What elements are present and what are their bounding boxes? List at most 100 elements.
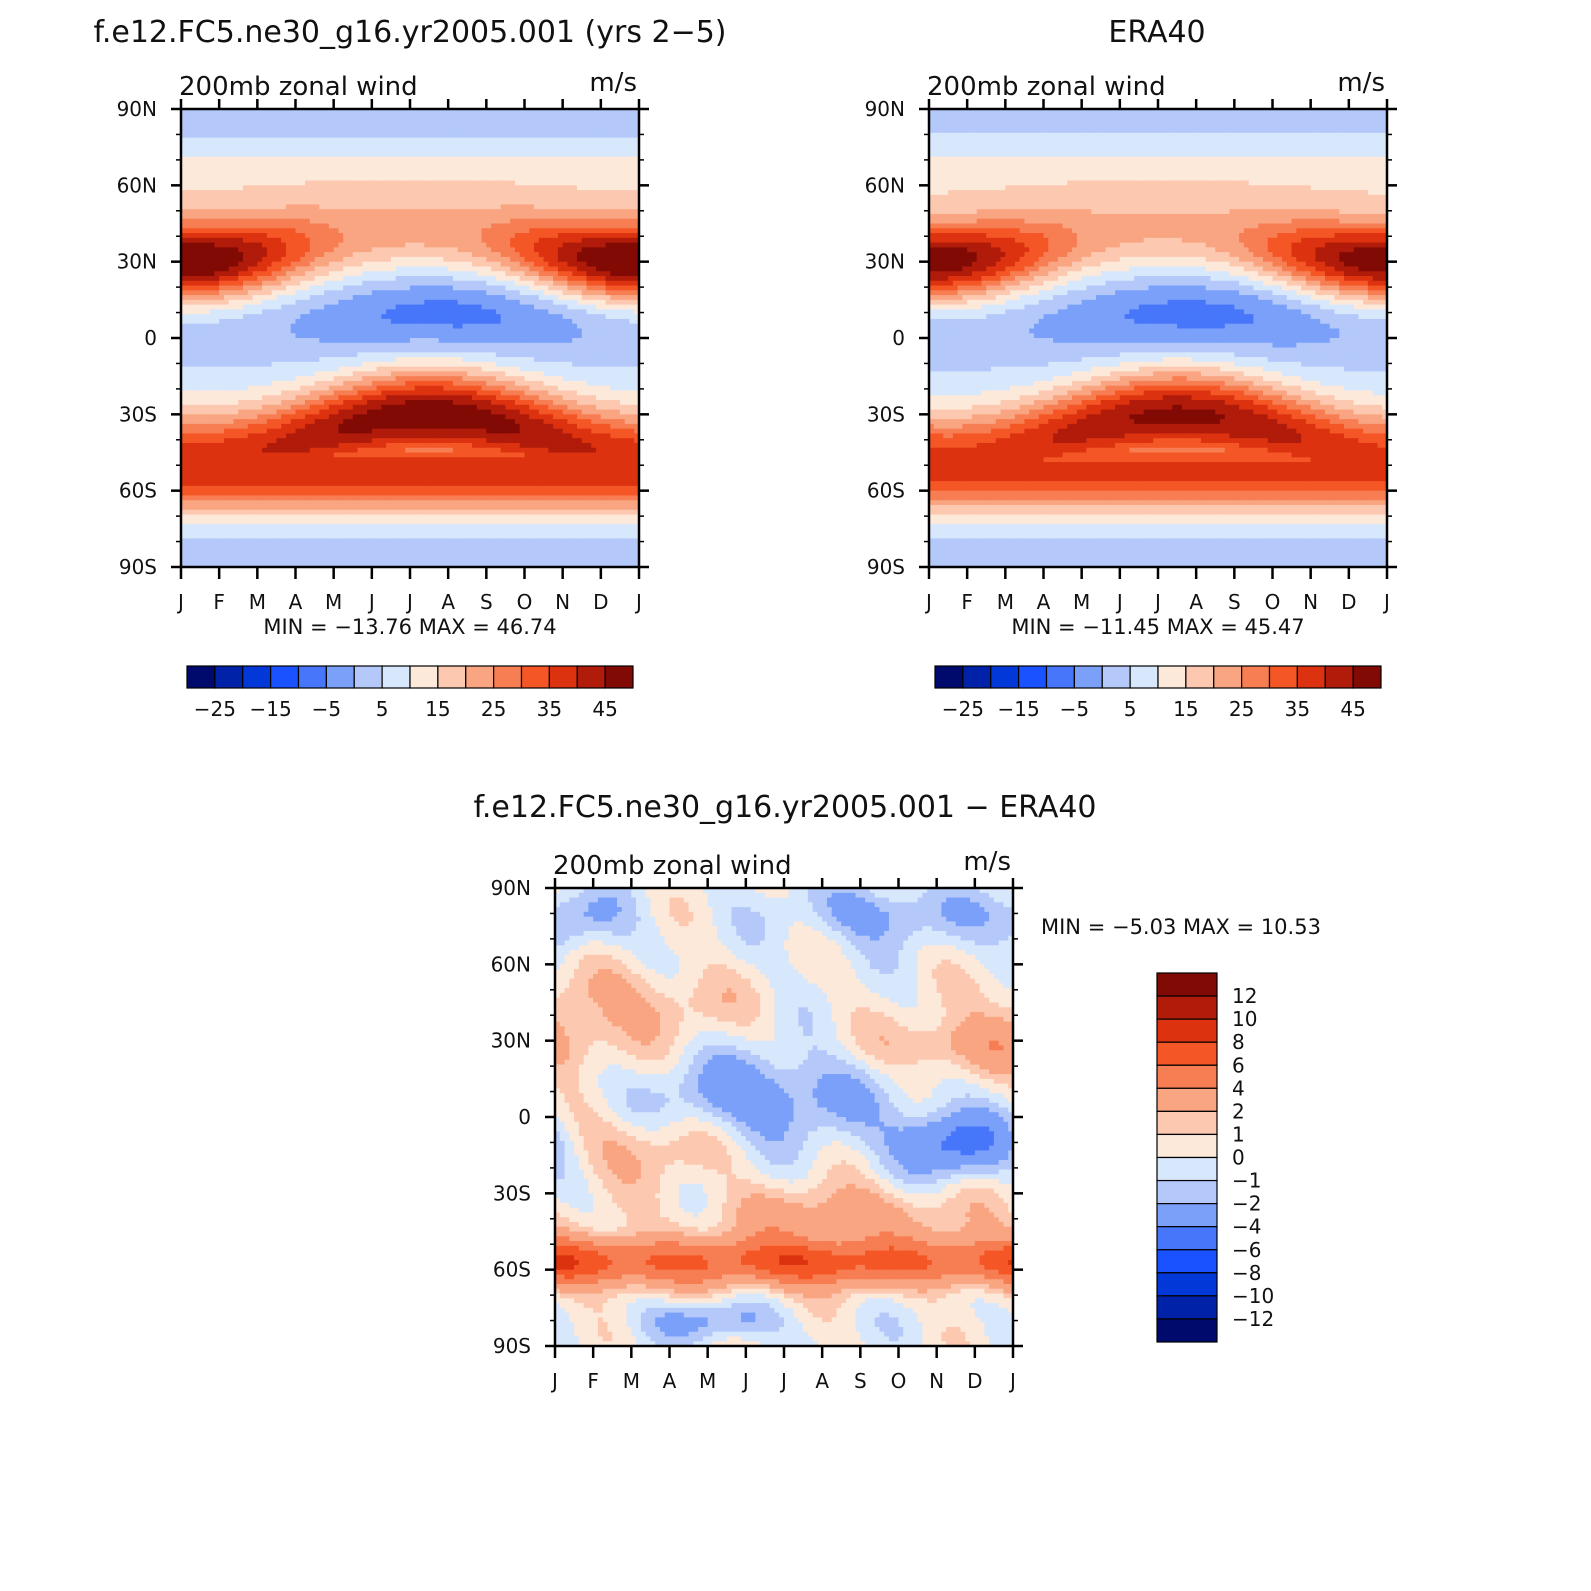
heatmap-cell: [281, 171, 286, 176]
heatmap-cell: [362, 319, 367, 324]
heatmap-cell: [305, 448, 310, 453]
heatmap-cell: [272, 123, 277, 128]
heatmap-cell: [243, 276, 248, 281]
heatmap-cell: [191, 443, 196, 448]
heatmap-cell: [338, 161, 343, 166]
heatmap-cell: [338, 395, 343, 400]
heatmap-cell: [310, 309, 315, 314]
heatmap-cell: [276, 295, 281, 300]
heatmap-cell: [300, 367, 305, 372]
heatmap-cell: [334, 500, 339, 505]
heatmap-cell: [405, 357, 410, 362]
heatmap-cell: [372, 519, 377, 524]
heatmap-cell: [205, 166, 210, 171]
heatmap-cell: [386, 400, 391, 405]
heatmap-cell: [420, 438, 425, 443]
heatmap-cell: [229, 495, 234, 500]
heatmap-cell: [334, 204, 339, 209]
heatmap-cell: [200, 524, 205, 529]
heatmap-cell: [262, 219, 267, 224]
heatmap-cell: [381, 386, 386, 391]
heatmap-cell: [319, 491, 324, 496]
heatmap-cell: [205, 128, 210, 133]
heatmap-cell: [415, 319, 420, 324]
heatmap-cell: [348, 314, 353, 319]
heatmap-cell: [233, 462, 238, 467]
heatmap-cell: [257, 376, 262, 381]
heatmap-cell: [210, 534, 215, 539]
heatmap-cell: [272, 119, 277, 124]
heatmap-cell: [195, 491, 200, 496]
heatmap-cell: [267, 548, 272, 553]
heatmap-cell: [272, 176, 277, 181]
heatmap-cell: [233, 429, 238, 434]
heatmap-cell: [343, 200, 348, 205]
heatmap-cell: [248, 405, 253, 410]
heatmap-cell: [219, 343, 224, 348]
heatmap-cell: [329, 128, 334, 133]
heatmap-cell: [243, 371, 248, 376]
heatmap-cell: [224, 123, 229, 128]
heatmap-cell: [329, 414, 334, 419]
heatmap-cell: [358, 419, 363, 424]
heatmap-cell: [243, 443, 248, 448]
heatmap-cell: [253, 486, 258, 491]
heatmap-cell: [343, 495, 348, 500]
heatmap-cell: [229, 319, 234, 324]
heatmap-cell: [291, 429, 296, 434]
heatmap-cell: [238, 161, 243, 166]
heatmap-cell: [362, 204, 367, 209]
heatmap-cell: [200, 247, 205, 252]
heatmap-cell: [276, 243, 281, 248]
heatmap-cell: [243, 328, 248, 333]
heatmap-cell: [257, 481, 262, 486]
heatmap-cell: [276, 233, 281, 238]
heatmap-cell: [405, 414, 410, 419]
heatmap-cell: [276, 538, 281, 543]
heatmap-cell: [338, 510, 343, 515]
heatmap-cell: [400, 123, 405, 128]
heatmap-cell: [420, 166, 425, 171]
heatmap-cell: [329, 405, 334, 410]
heatmap-cell: [381, 290, 386, 295]
heatmap-cell: [205, 247, 210, 252]
heatmap-cell: [396, 161, 401, 166]
heatmap-cell: [420, 200, 425, 205]
heatmap-cell: [186, 405, 191, 410]
heatmap-cell: [262, 352, 267, 357]
heatmap-cell: [205, 266, 210, 271]
heatmap-cell: [372, 448, 377, 453]
heatmap-cell: [338, 309, 343, 314]
heatmap-cell: [191, 262, 196, 267]
heatmap-cell: [372, 276, 377, 281]
heatmap-cell: [300, 190, 305, 195]
heatmap-cell: [329, 262, 334, 267]
heatmap-cell: [191, 214, 196, 219]
heatmap-cell: [338, 348, 343, 353]
heatmap-cell: [391, 534, 396, 539]
heatmap-cell: [315, 319, 320, 324]
heatmap-cell: [200, 142, 205, 147]
heatmap-cell: [386, 371, 391, 376]
heatmap-cell: [281, 371, 286, 376]
heatmap-cell: [281, 338, 286, 343]
heatmap-cell: [214, 381, 219, 386]
heatmap-cell: [257, 195, 262, 200]
heatmap-cell: [315, 286, 320, 291]
heatmap-cell: [415, 157, 420, 162]
heatmap-cell: [343, 214, 348, 219]
heatmap-cell: [305, 467, 310, 472]
heatmap-cell: [362, 438, 367, 443]
heatmap-cell: [195, 515, 200, 520]
heatmap-cell: [372, 510, 377, 515]
heatmap-cell: [262, 500, 267, 505]
heatmap-cell: [233, 410, 238, 415]
heatmap-cell: [191, 233, 196, 238]
heatmap-cell: [377, 534, 382, 539]
heatmap-cell: [377, 247, 382, 252]
heatmap-cell: [262, 300, 267, 305]
heatmap-cell: [195, 224, 200, 229]
heatmap-cell: [334, 495, 339, 500]
heatmap-cell: [286, 142, 291, 147]
heatmap-cell: [243, 204, 248, 209]
